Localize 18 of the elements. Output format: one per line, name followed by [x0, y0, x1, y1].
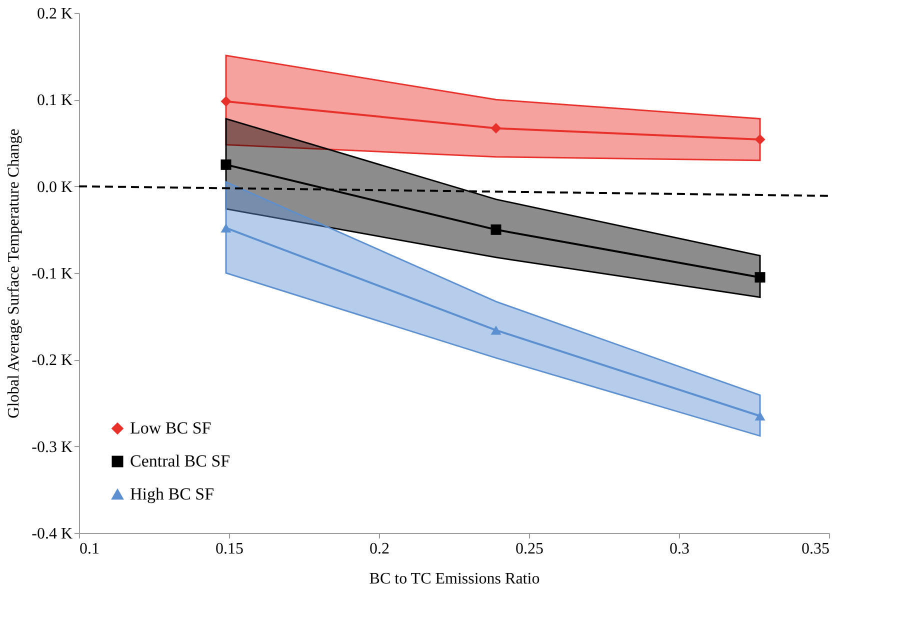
x-tick-label: 0.2	[370, 540, 390, 558]
legend-label: Central BC SF	[130, 452, 230, 470]
y-tick-label: -0.1 K	[32, 266, 73, 282]
legend-label: High BC SF	[130, 484, 214, 504]
x-tick-label: 0.35	[802, 540, 830, 558]
x-axis-title: BC to TC Emissions Ratio	[369, 570, 540, 588]
y-tick-label: 0.1 K	[36, 92, 73, 110]
x-tick-label: 0.15	[216, 540, 244, 558]
y-tick-label: -0.2 K	[32, 352, 73, 370]
x-tick-label: 0.25	[516, 540, 544, 558]
y-tick-label: 0.2 K	[36, 6, 73, 22]
legend-label: Low BC SF	[130, 418, 212, 438]
x-tick-label: 0.3	[670, 540, 690, 558]
y-tick-label: 0.0 K	[36, 178, 73, 196]
y-tick-label: -0.4 K	[32, 526, 73, 542]
y-axis-title: Global Average Surface Temperature Change	[6, 128, 23, 418]
y-tick-label: -0.3 K	[32, 438, 73, 456]
x-tick-label: 0.1	[80, 540, 100, 558]
